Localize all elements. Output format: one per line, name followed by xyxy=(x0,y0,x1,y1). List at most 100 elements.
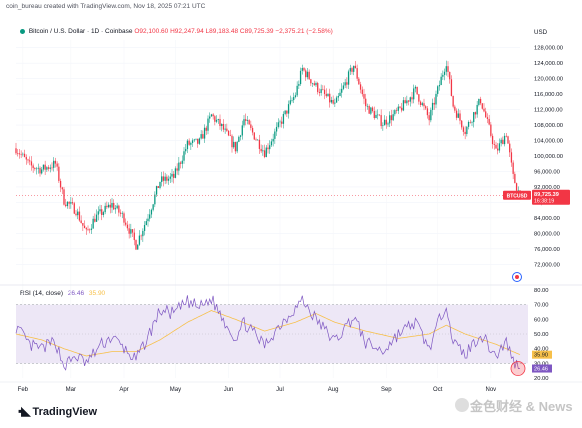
candle xyxy=(176,168,178,171)
candle xyxy=(394,110,396,115)
ohlc-high: H92,247.94 xyxy=(170,28,204,35)
candle xyxy=(149,214,151,219)
month-tick-label: Feb xyxy=(18,387,29,393)
rsi-label[interactable]: RSI (14, close) xyxy=(20,290,63,297)
candle xyxy=(269,145,271,150)
watermark-badge-icon xyxy=(455,398,469,412)
candle xyxy=(308,71,310,80)
candle xyxy=(490,124,492,136)
candle xyxy=(200,134,202,139)
candle xyxy=(188,140,190,145)
candle xyxy=(25,157,27,160)
candle xyxy=(59,180,62,188)
candle xyxy=(442,74,444,77)
candle xyxy=(145,221,147,225)
candle xyxy=(250,124,252,128)
candle xyxy=(226,128,228,131)
candle xyxy=(53,160,55,168)
candle xyxy=(450,79,453,96)
candle xyxy=(478,98,480,105)
event-icon-dot xyxy=(515,275,519,279)
candle xyxy=(193,139,195,141)
price-tick-label: 124,000.00 xyxy=(534,61,563,67)
candle xyxy=(461,120,463,128)
oversold-highlight xyxy=(510,361,526,376)
candle xyxy=(150,209,153,215)
candle xyxy=(452,95,454,107)
candle xyxy=(109,204,111,208)
candle xyxy=(318,91,321,93)
candle xyxy=(82,223,84,226)
candle xyxy=(260,148,262,152)
candle xyxy=(89,229,91,231)
candle xyxy=(515,183,518,191)
candle xyxy=(311,83,314,84)
candle xyxy=(173,173,175,178)
price-tick-label: 128,000.00 xyxy=(534,46,563,52)
candle xyxy=(46,167,48,170)
candle xyxy=(397,106,399,111)
logo-text: TradingView xyxy=(32,406,98,418)
candle xyxy=(306,71,309,78)
candle xyxy=(147,218,149,222)
price-tick-label: 92,000.00 xyxy=(534,185,560,191)
candle xyxy=(406,100,408,104)
candle xyxy=(234,141,237,152)
tradingview-mark-icon: ▪◣ xyxy=(18,404,31,418)
candle xyxy=(162,176,165,181)
candle xyxy=(445,66,447,72)
rsi-tick-label: 60.00 xyxy=(534,317,549,323)
last-price-tag xyxy=(532,189,570,205)
candle xyxy=(257,139,259,141)
candle xyxy=(30,161,33,166)
rsi-ma-tag-value: 35.90 xyxy=(534,353,548,359)
candle xyxy=(83,225,86,229)
candle xyxy=(483,108,485,112)
rsi-ma-line xyxy=(15,310,521,357)
candle xyxy=(159,182,161,188)
candle xyxy=(409,97,411,102)
candle xyxy=(368,105,370,114)
candle xyxy=(279,121,281,123)
candle xyxy=(210,114,213,117)
candle xyxy=(42,164,45,170)
candle xyxy=(183,151,185,161)
candle xyxy=(32,165,34,169)
candle xyxy=(425,106,427,109)
candle xyxy=(366,105,369,107)
candle xyxy=(104,205,106,213)
month-tick-label: Jul xyxy=(276,387,284,393)
candle xyxy=(462,127,465,132)
candle xyxy=(344,82,346,86)
symbol-title[interactable]: Bitcoin / U.S. Dollar · 1D · Coinbase xyxy=(28,28,133,35)
price-tick-label: 76,000.00 xyxy=(534,247,560,253)
candle xyxy=(464,131,466,135)
candle xyxy=(486,117,489,119)
candle xyxy=(342,85,345,89)
candle xyxy=(404,100,406,104)
candle xyxy=(419,101,422,105)
candle xyxy=(413,88,415,100)
candle xyxy=(125,222,127,225)
candle xyxy=(323,89,326,94)
candle xyxy=(197,138,199,144)
candle xyxy=(263,150,266,158)
candle xyxy=(449,71,451,80)
candle xyxy=(438,85,441,87)
price-tick-label: 96,000.00 xyxy=(534,169,560,175)
candle xyxy=(181,160,183,164)
candle xyxy=(231,135,233,148)
candle xyxy=(347,71,350,85)
candle xyxy=(34,168,36,170)
candle xyxy=(399,106,401,108)
candle xyxy=(443,71,446,75)
candle xyxy=(174,168,177,178)
candle xyxy=(118,205,120,213)
candle xyxy=(155,186,158,195)
candle xyxy=(341,88,343,93)
price-tick-label: 72,000.00 xyxy=(534,262,560,268)
candle xyxy=(293,97,295,101)
candle xyxy=(325,93,327,97)
candle xyxy=(58,166,60,181)
